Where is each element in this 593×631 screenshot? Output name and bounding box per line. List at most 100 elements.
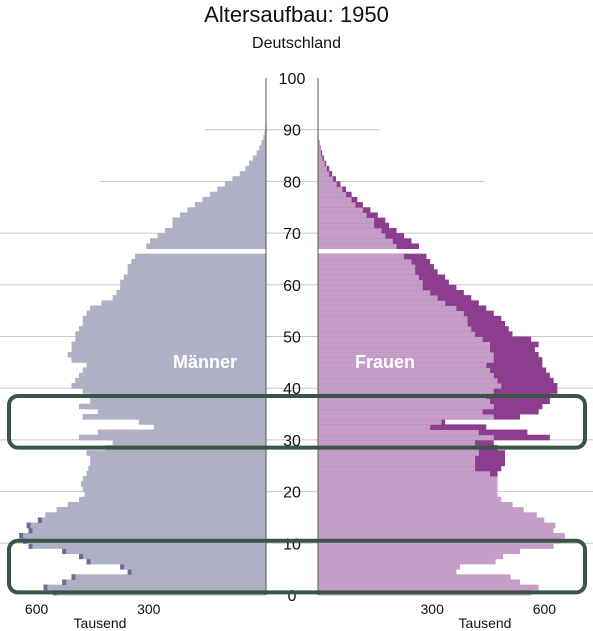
bar-men-age-29 — [112, 439, 266, 446]
bar-men-age-44 — [86, 362, 266, 368]
bar-women-age-34 — [318, 414, 494, 420]
bar-women-age-29 — [318, 439, 476, 446]
bar-men-age-68 — [150, 238, 266, 244]
bar-men-age-58 — [116, 289, 267, 296]
bar-women-age-51 — [318, 326, 472, 332]
bar-women-age-4 — [318, 569, 457, 575]
bar-men-surplus-age-1 — [43, 584, 48, 591]
bar-women-age-77 — [318, 191, 347, 198]
bar-men-age-78 — [217, 186, 266, 193]
bar-men-surplus-age-5 — [120, 563, 125, 570]
bar-women-age-75 — [318, 202, 356, 208]
bar-women-age-57 — [318, 295, 438, 301]
bar-men-age-16 — [56, 507, 267, 513]
bar-men-age-46 — [67, 352, 266, 358]
bar-men-age-65 — [138, 253, 266, 260]
bar-men-age-48 — [71, 341, 267, 348]
bar-men-age-47 — [71, 346, 267, 353]
bar-women-age-71 — [318, 222, 375, 229]
bar-women-age-24 — [318, 465, 476, 472]
bar-women-age-16 — [318, 507, 524, 513]
bar-women-age-18 — [318, 496, 502, 503]
bar-women-age-46 — [318, 352, 494, 358]
bar-women-age-79 — [318, 181, 337, 187]
unit-label-right: Tausend — [459, 615, 512, 631]
bar-men-surplus-age-13 — [26, 522, 31, 529]
bar-women-age-15 — [318, 512, 537, 518]
bar-women-age-63 — [318, 264, 416, 270]
bar-women-age-42 — [318, 372, 494, 379]
bar-men-age-22 — [82, 476, 267, 482]
bar-women-age-81 — [318, 171, 330, 177]
bar-men-age-69 — [157, 233, 266, 239]
bar-men-age-72 — [172, 217, 266, 224]
bar-women-age-58 — [318, 289, 431, 296]
bar-men-age-64 — [131, 258, 266, 265]
bar-women-age-56 — [318, 300, 446, 306]
bar-men-age-18 — [79, 496, 266, 503]
bar-women-age-80 — [318, 176, 333, 182]
bar-women-age-9 — [318, 543, 554, 549]
bar-men-age-15 — [45, 512, 267, 518]
bar-women-age-2 — [318, 579, 520, 586]
chart-subtitle: Deutschland — [252, 35, 341, 52]
bar-men-age-23 — [86, 470, 266, 477]
bar-men-age-45 — [71, 357, 267, 363]
bar-women-age-21 — [318, 481, 498, 487]
bar-women-age-65 — [318, 253, 405, 260]
bar-men-age-74 — [187, 207, 266, 213]
bar-men-age-24 — [88, 465, 266, 472]
bar-women-age-87 — [318, 140, 320, 146]
bar-men-age-27 — [86, 450, 266, 456]
bar-women-age-45 — [318, 357, 494, 363]
bar-men-age-42 — [79, 372, 266, 379]
bar-women-age-7 — [318, 553, 504, 560]
series-label-frauen: Frauen — [355, 352, 415, 372]
bar-women-age-31 — [318, 429, 479, 436]
x-tick-right-300: 300 — [421, 601, 445, 617]
bar-men-age-85 — [256, 150, 266, 156]
bar-men-age-87 — [261, 140, 266, 146]
bar-men-age-61 — [123, 274, 266, 281]
bar-women-age-54 — [318, 310, 464, 317]
bar-men-age-43 — [82, 367, 267, 374]
bar-women-age-11 — [318, 532, 565, 539]
bar-men-age-71 — [172, 222, 266, 229]
bar-men-surplus-age-14 — [37, 517, 42, 524]
bar-men-age-63 — [127, 264, 267, 270]
bar-women-age-61 — [318, 274, 419, 281]
bar-men-age-21 — [80, 481, 267, 487]
bar-men-surplus-age-2 — [62, 579, 67, 586]
bar-women-age-20 — [318, 486, 498, 492]
bar-women-age-43 — [318, 367, 491, 374]
bar-men-surplus-age-12 — [28, 527, 33, 534]
bar-men-age-83 — [249, 160, 266, 167]
bar-men-age-40 — [71, 383, 267, 389]
bar-women-age-69 — [318, 233, 386, 239]
bar-men-age-79 — [224, 181, 266, 187]
bar-men-age-6 — [86, 558, 266, 565]
bar-women-age-62 — [318, 269, 416, 275]
bar-men-age-32 — [153, 424, 266, 430]
bar-men-age-84 — [252, 155, 266, 162]
bar-women-age-73 — [318, 212, 367, 218]
y-tick-label-70: 70 — [283, 226, 301, 243]
bar-women-age-76 — [318, 196, 352, 203]
highlight-box-1 — [7, 393, 587, 450]
bar-women-age-36 — [318, 403, 494, 410]
bar-men-surplus-age-4 — [127, 569, 132, 575]
bar-men-age-53 — [82, 315, 267, 322]
bar-women-age-35 — [318, 408, 483, 415]
bar-men-age-77 — [209, 191, 266, 198]
bar-women-age-52 — [318, 320, 468, 327]
bar-men-surplus-age-9 — [28, 543, 33, 549]
bar-men-age-12 — [28, 527, 267, 534]
bar-men-age-49 — [75, 336, 266, 343]
bar-women-age-50 — [318, 331, 476, 337]
bar-men-age-8 — [62, 548, 266, 555]
bar-women-age-27 — [318, 450, 479, 456]
bar-men-surplus-age-6 — [86, 558, 91, 565]
y-tick-label-0: 0 — [288, 588, 297, 605]
bar-women-age-41 — [318, 377, 498, 384]
chart-title: Altersaufbau: 1950 — [204, 2, 389, 27]
